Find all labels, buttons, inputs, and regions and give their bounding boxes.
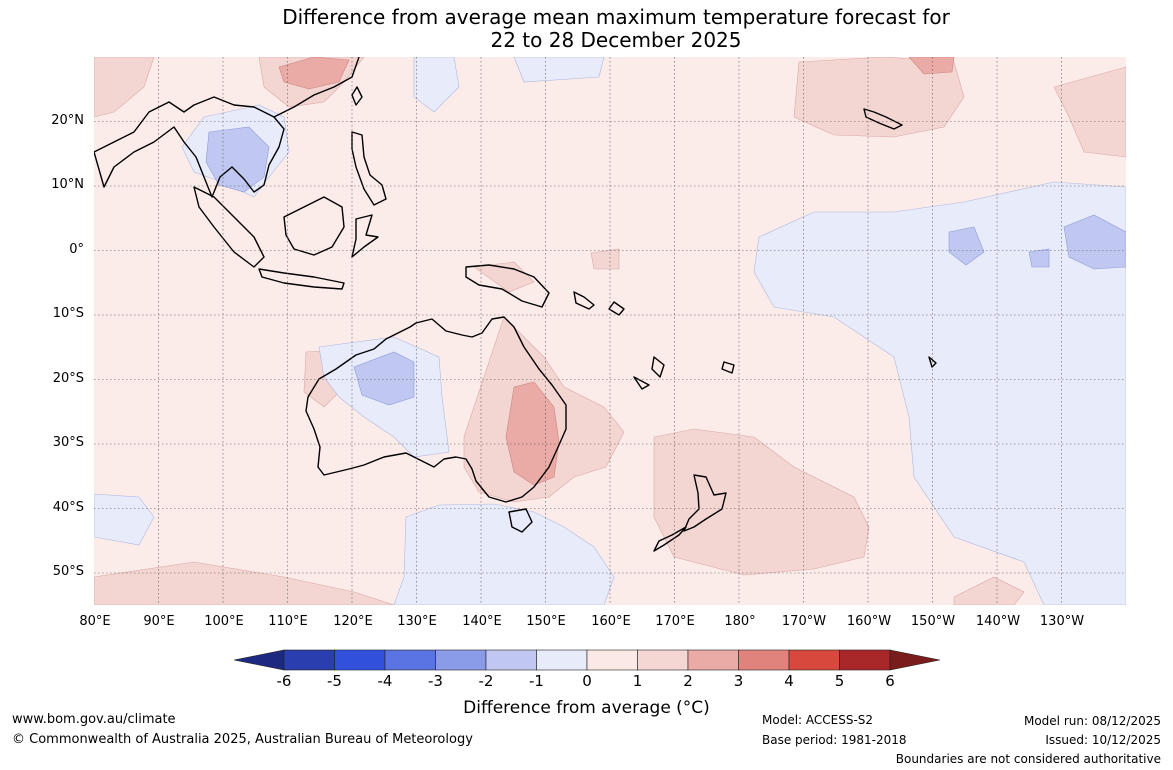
coastlines [94,57,937,552]
lon-label: 90°E [143,614,175,629]
map-title-line-1: Difference from average mean maximum tem… [282,5,950,29]
colorbar-tick-label: 5 [834,672,845,690]
colorbar-tick-label: -1 [529,672,544,690]
boundaries-disclaimer: Boundaries are not considered authoritat… [895,752,1161,766]
colorbar-segment [738,649,790,671]
lon-label: 130°E [397,614,437,629]
colorbar-segment [788,649,840,671]
copyright-notice: © Commonwealth of Australia 2025, Austra… [12,732,473,747]
lat-label: 50°S [52,564,84,579]
anomaly-2-to-3-regions [278,57,955,486]
colorbar-tick-label: -3 [428,672,443,690]
colorbar-segment [485,649,537,671]
lon-label: 150°E [526,614,566,629]
lon-label: 110°E [268,614,308,629]
lat-label: 20°S [52,371,84,386]
lon-label: 170°E [655,614,695,629]
colorbar-tick-label: -5 [327,672,342,690]
graticule [94,57,1126,605]
lon-label: 130°W [1039,614,1085,629]
colorbar-segment [536,649,588,671]
anomaly-minus-2-to-minus-1-regions [205,126,1126,406]
colorbar-tick-label: 6 [885,672,895,690]
lon-label: 160°E [591,614,631,629]
lat-label: 40°S [52,500,84,515]
lat-label: 30°S [52,435,84,450]
colorbar-segment [637,649,689,671]
model-run-date: Model run: 08/12/2025 [1023,714,1161,728]
lat-label: 10°S [52,306,84,321]
lon-label: 120°E [333,614,373,629]
lon-label: 150°W [910,614,956,629]
colorbar-tick-label: -2 [478,672,494,690]
colorbar-tick-label: 0 [582,672,592,690]
colorbar-tick-label: 4 [784,672,794,690]
lon-label: 140°W [975,614,1021,629]
colorbar-segment [435,649,487,671]
lon-label: 100°E [204,614,244,629]
colorbar-tick-label: 2 [683,672,693,690]
colorbar-label: Difference from average (°C) [463,698,710,718]
lon-label: 80°E [79,614,111,629]
map-title-line-2: 22 to 28 December 2025 [490,28,742,52]
colorbar-tick-label: 3 [733,672,744,690]
forecast-map [94,57,1126,605]
lon-label: 140°E [462,614,502,629]
colorbar-tick-label: 1 [632,672,643,690]
model-name: Model: ACCESS-S2 [762,713,874,727]
issued-date: Issued: 10/12/2025 [1045,733,1161,747]
colorbar [234,649,940,671]
lat-label: 10°N [51,177,84,192]
base-period: Base period: 1981-2018 [762,733,907,747]
lat-label: 20°N [51,113,84,128]
colorbar-segment [384,649,436,671]
colorbar-segment [889,649,940,671]
lon-label: 160°W [846,614,892,629]
colorbar-segment [839,649,891,671]
colorbar-segment [234,649,285,671]
bom-url-link[interactable]: www.bom.gov.au/climate [12,712,176,727]
colorbar-segment [334,649,386,671]
colorbar-segment [687,649,739,671]
colorbar-segment [586,649,638,671]
colorbar-tick-label: -6 [276,672,292,690]
lon-label: 180° [724,614,756,629]
lat-label: 0° [69,242,84,257]
colorbar-tick-label: -4 [377,672,393,690]
lon-label: 170°W [781,614,827,629]
colorbar-segment [283,649,335,671]
